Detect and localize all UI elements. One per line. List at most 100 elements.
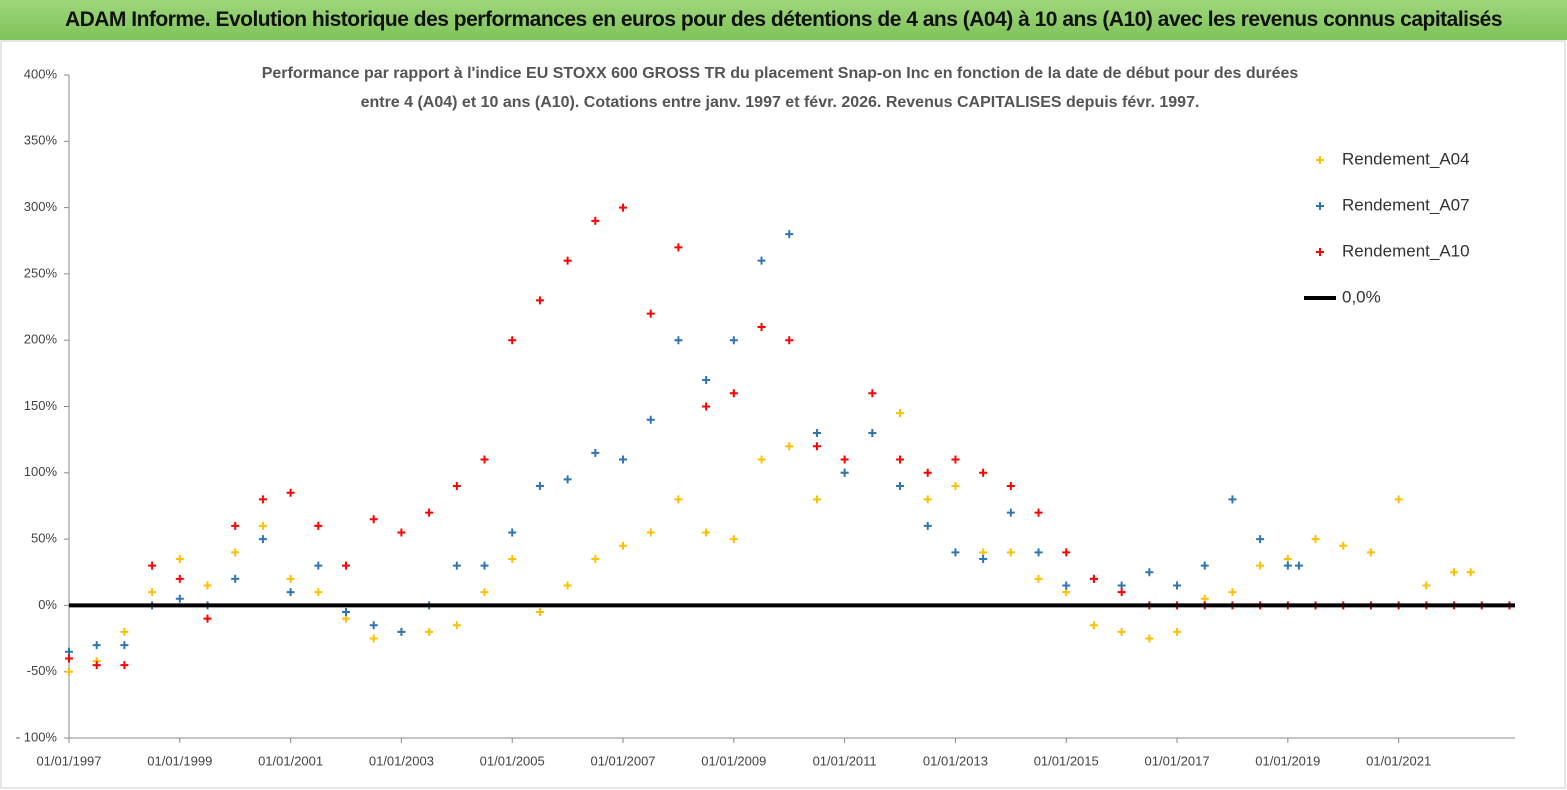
point: [120, 641, 129, 650]
y-tick-label: -50%: [27, 663, 58, 678]
x-tick-label: 01/01/2011: [813, 753, 877, 768]
point: [480, 455, 489, 464]
point: [1339, 541, 1348, 550]
point: [342, 608, 351, 617]
point: [812, 429, 821, 438]
point: [480, 588, 489, 597]
point: [674, 336, 683, 345]
point: [1117, 627, 1126, 636]
x-tick-label: 01/01/1999: [147, 753, 212, 768]
x-tick-label: 01/01/2003: [369, 753, 434, 768]
point: [674, 243, 683, 252]
point: [1034, 574, 1043, 583]
point: [314, 521, 323, 530]
point: [1145, 634, 1154, 643]
point: [1228, 588, 1237, 597]
point: [868, 389, 877, 398]
y-tick-label: 350%: [24, 133, 58, 148]
point: [757, 256, 766, 265]
point: [480, 561, 489, 570]
point: [175, 594, 184, 603]
point: [729, 389, 738, 398]
point: [674, 495, 683, 504]
point: [923, 468, 932, 477]
point: [1062, 548, 1071, 557]
point: [120, 661, 129, 670]
point: [702, 528, 711, 537]
point: [646, 415, 655, 424]
point: [868, 429, 877, 438]
point: [286, 488, 295, 497]
y-tick-label: 400%: [24, 66, 58, 81]
point: [535, 608, 544, 617]
point: [1145, 568, 1154, 577]
y-tick-label: 50%: [31, 531, 57, 546]
point: [120, 627, 129, 636]
point: [591, 216, 600, 225]
point: [702, 402, 711, 411]
point: [535, 482, 544, 491]
point: [1228, 495, 1237, 504]
point: [1034, 508, 1043, 517]
point: [646, 528, 655, 537]
x-tick-label: 01/01/1997: [36, 753, 101, 768]
point: [258, 495, 267, 504]
point: [231, 548, 240, 557]
legend-label: 0,0%: [1342, 287, 1381, 306]
point: [1466, 568, 1475, 577]
point: [452, 561, 461, 570]
x-tick-label: 01/01/2001: [258, 753, 323, 768]
point: [148, 561, 157, 570]
point: [923, 495, 932, 504]
legend-label: Rendement_A10: [1342, 241, 1470, 260]
point: [591, 448, 600, 457]
point: [619, 541, 628, 550]
point: [1089, 574, 1098, 583]
point: [175, 574, 184, 583]
point: [757, 455, 766, 464]
point: [702, 375, 711, 384]
x-tick-label: 01/01/2017: [1145, 753, 1210, 768]
point: [452, 482, 461, 491]
point: [1256, 561, 1265, 570]
point: [535, 296, 544, 305]
point: [148, 588, 157, 597]
point: [369, 621, 378, 630]
y-tick-label: 100%: [24, 464, 58, 479]
x-tick-label: 01/01/2013: [923, 753, 988, 768]
point: [619, 203, 628, 212]
point: [1283, 561, 1292, 570]
point: [175, 554, 184, 563]
point: [951, 482, 960, 491]
x-tick-label: 01/01/2019: [1255, 753, 1320, 768]
x-tick-label: 01/01/2005: [480, 753, 545, 768]
y-tick-label: 0%: [38, 597, 57, 612]
point: [508, 336, 517, 345]
point: [1394, 495, 1403, 504]
x-tick-label: 01/01/2015: [1034, 753, 1099, 768]
point: [452, 621, 461, 630]
point: [1173, 581, 1182, 590]
point: [785, 230, 794, 239]
point: [812, 495, 821, 504]
y-tick-label: 200%: [24, 332, 58, 347]
point: [951, 548, 960, 557]
point: [369, 634, 378, 643]
point: [286, 574, 295, 583]
x-tick-label: 01/01/2009: [701, 753, 766, 768]
point: [1006, 508, 1015, 517]
chart-subtitle: entre 4 (A04) et 10 ans (A10). Cotations…: [361, 94, 1200, 111]
point: [65, 654, 73, 663]
point: [397, 528, 406, 537]
legend-label: Rendement_A04: [1342, 149, 1470, 168]
point: [65, 667, 73, 676]
point: [619, 455, 628, 464]
point: [231, 574, 240, 583]
point: [203, 581, 212, 590]
point: [591, 554, 600, 563]
point: [1256, 535, 1265, 544]
point: [1311, 535, 1320, 544]
point: [923, 521, 932, 530]
point: [563, 581, 572, 590]
